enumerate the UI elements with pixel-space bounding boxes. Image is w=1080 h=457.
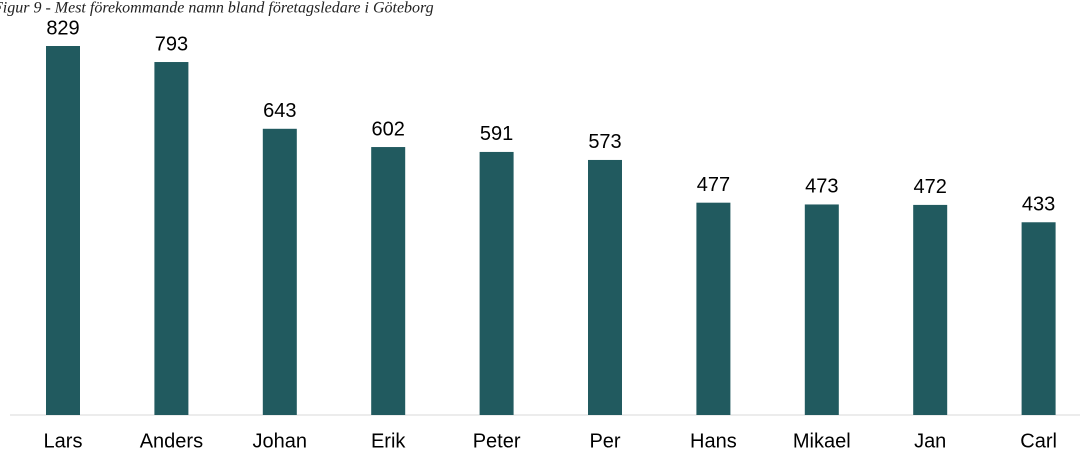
x-tick-label: Lars	[44, 430, 83, 452]
bar	[154, 62, 189, 416]
bar	[804, 204, 839, 415]
bar	[913, 204, 948, 415]
x-tick-label: Per	[589, 430, 620, 452]
x-tick-label: Peter	[473, 430, 521, 452]
value-label: 477	[697, 174, 730, 196]
value-label: 591	[480, 123, 513, 145]
value-label: 472	[914, 176, 947, 198]
value-label: 829	[46, 17, 79, 39]
x-tick-label: Erik	[371, 430, 406, 452]
x-tick-label: Carl	[1020, 430, 1057, 452]
bar	[1021, 222, 1056, 415]
value-label: 573	[588, 131, 621, 153]
x-tick-label: Jan	[914, 430, 946, 452]
value-label: 793	[155, 33, 188, 55]
bar	[371, 147, 406, 416]
value-label: 602	[372, 118, 405, 140]
bar	[588, 159, 622, 415]
bar	[262, 128, 297, 415]
x-tick-label: Mikael	[793, 430, 851, 452]
x-tick-label: Johan	[253, 430, 308, 452]
value-label: 643	[263, 100, 296, 122]
bar	[696, 202, 731, 415]
x-tick-label: Anders	[140, 430, 203, 452]
value-label: 473	[805, 176, 838, 198]
bar	[479, 151, 514, 415]
bar	[46, 46, 80, 415]
value-label: 433	[1022, 194, 1055, 216]
x-tick-label: Hans	[690, 430, 737, 452]
chart-title: Figur 9 - Mest förekommande namn bland f…	[0, 0, 434, 17]
